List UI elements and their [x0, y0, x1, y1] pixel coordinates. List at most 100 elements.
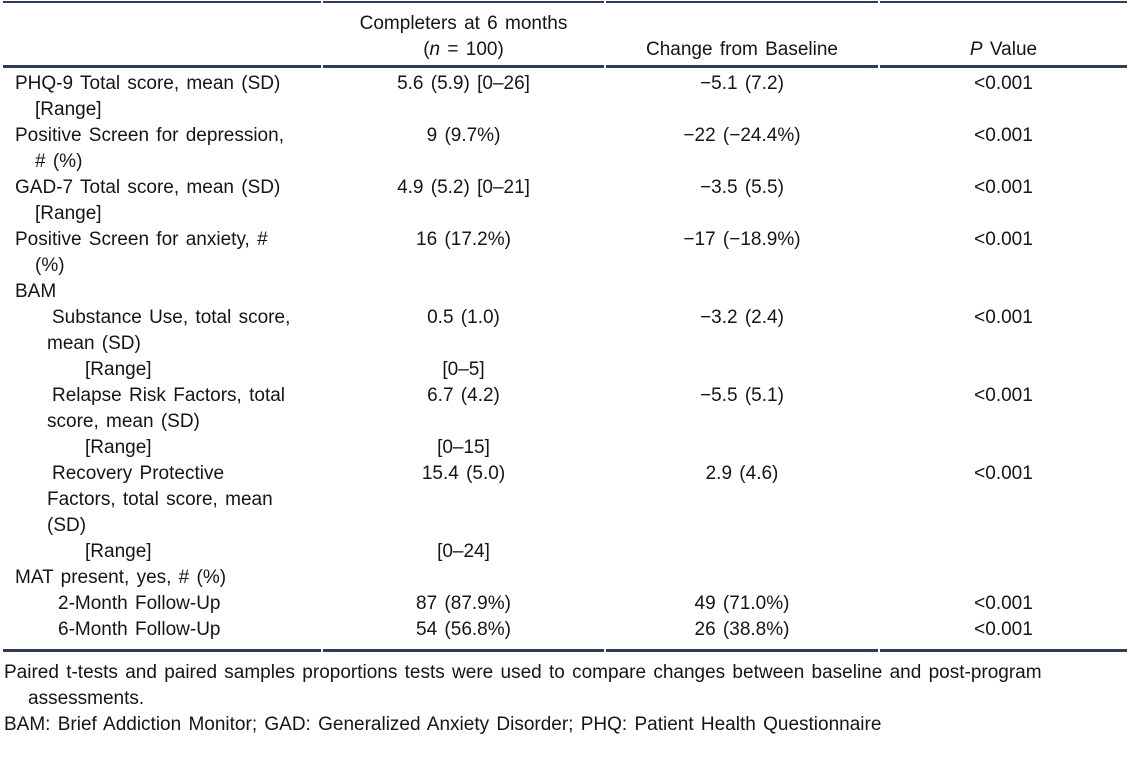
row-label-cell: 2-Month Follow-Up — [3, 591, 321, 617]
table-row: PHQ-9 Total score, mean (SD) [Range] 5.6 (… — [3, 68, 1127, 123]
completers-cell: 0.5 (1.0) — [427, 307, 500, 328]
completers-cell — [323, 565, 604, 591]
table-row: [Range] [0–15] — [3, 435, 1127, 461]
completers-cell: [0–5] — [442, 359, 485, 380]
p-value-cell — [880, 357, 1127, 383]
row-label-line: [Range] — [85, 359, 152, 380]
row-label-line: GAD-7 Total score, mean (SD) — [15, 177, 281, 198]
completers-cell: 16 (17.2%) — [416, 229, 511, 250]
p-value-cell — [880, 435, 1127, 461]
table-row: MAT present, yes, # (%) — [3, 565, 1127, 591]
footnote-abbreviations: BAM: Brief Addiction Monitor; GAD: Gener… — [4, 714, 882, 735]
row-label-cell: GAD-7 Total score, mean (SD) [Range] — [3, 175, 321, 227]
row-label-cell: Relapse Risk Factors, total score, mean (… — [3, 383, 321, 435]
row-label-line: 6-Month Follow-Up — [58, 619, 221, 640]
change-cell — [606, 435, 878, 461]
row-label-line: Positive Screen for anxiety, # — [15, 229, 268, 250]
header-completers-line1: Completers at 6 months — [359, 13, 568, 34]
table-row: Recovery Protective Factors, total score,… — [3, 461, 1127, 539]
table-row: 6-Month Follow-Up 54 (56.8%) 26 (38.8%) <0.… — [3, 617, 1127, 652]
footnote-line: Paired t-tests and paired samples propor… — [4, 662, 1042, 683]
row-label-line: [Range] — [85, 541, 152, 562]
row-label-cell: Positive Screen for depression, # (%) — [3, 123, 321, 175]
row-label-cell: [Range] — [3, 435, 321, 461]
p-value-cell: <0.001 — [974, 73, 1033, 94]
change-cell: −3.5 (5.5) — [700, 177, 784, 198]
row-label-line: BAM — [15, 281, 57, 302]
header-empty-cell — [3, 1, 321, 68]
change-cell: 26 (38.8%) — [606, 617, 878, 652]
p-value-cell: <0.001 — [974, 463, 1033, 484]
row-label-line: score, mean (SD) — [47, 411, 200, 432]
change-cell — [606, 279, 878, 305]
change-cell: 49 (71.0%) — [694, 593, 790, 614]
row-label-cell: [Range] — [3, 357, 321, 383]
row-label-line: Relapse Risk Factors, total — [52, 385, 286, 406]
table-row: GAD-7 Total score, mean (SD) [Range] 4.9 (… — [3, 175, 1127, 227]
completers-cell: 6.7 (4.2) — [427, 385, 500, 406]
completers-cell — [323, 279, 604, 305]
row-label-line: PHQ-9 Total score, mean (SD) — [15, 73, 281, 94]
row-label-line: mean (SD) — [47, 333, 141, 354]
row-label-cell: Recovery Protective Factors, total score,… — [3, 461, 321, 539]
row-label-cell: MAT present, yes, # (%) — [3, 565, 321, 591]
header-row: Completers at 6 months (n = 100) Change … — [3, 1, 1127, 68]
row-label-line: [Range] — [85, 437, 152, 458]
change-cell: −3.2 (2.4) — [700, 307, 784, 328]
change-cell: −5.5 (5.1) — [700, 385, 784, 406]
completers-cell: 9 (9.7%) — [426, 125, 501, 146]
p-value-cell — [880, 539, 1127, 565]
change-cell: −5.1 (7.2) — [700, 73, 784, 94]
row-label-line: Positive Screen for depression, — [15, 125, 284, 146]
header-p-value: P Value — [880, 1, 1127, 68]
row-label-cell: Substance Use, total score, mean (SD) — [3, 305, 321, 357]
header-change-from-baseline: Change from Baseline — [606, 1, 878, 68]
completers-cell: 5.6 (5.9) [0–26] — [397, 73, 530, 94]
table-row: [Range] [0–5] — [3, 357, 1127, 383]
table-row: Substance Use, total score, mean (SD) 0.5 … — [3, 305, 1127, 357]
row-label-line: MAT present, yes, # (%) — [15, 567, 227, 588]
row-label-line: (%) — [35, 255, 65, 276]
p-value-cell — [880, 565, 1127, 591]
footnotes: Paired t-tests and paired samples propor… — [1, 660, 1129, 738]
completers-cell: 87 (87.9%) — [416, 593, 511, 614]
row-label-line: [Range] — [35, 203, 102, 224]
row-label-line: # (%) — [35, 151, 83, 172]
table-row: Relapse Risk Factors, total score, mean (… — [3, 383, 1127, 435]
row-label-line: Recovery Protective — [52, 463, 225, 484]
completers-cell: 15.4 (5.0) — [421, 463, 506, 484]
change-cell — [606, 565, 878, 591]
p-value-cell: <0.001 — [974, 125, 1033, 146]
change-cell — [606, 539, 878, 565]
table-header: Completers at 6 months (n = 100) Change … — [3, 1, 1127, 68]
p-italic: P — [969, 39, 983, 60]
row-label-cell: 6-Month Follow-Up — [3, 617, 321, 652]
row-label-line: 2-Month Follow-Up — [58, 593, 221, 614]
n-italic: n — [429, 39, 441, 60]
p-value-cell: <0.001 — [974, 385, 1033, 406]
header-completers: Completers at 6 months (n = 100) — [323, 1, 604, 68]
row-label-cell: PHQ-9 Total score, mean (SD) [Range] — [3, 68, 321, 123]
completers-cell: [0–24] — [437, 541, 490, 562]
p-value-cell: <0.001 — [974, 177, 1033, 198]
completers-cell: 4.9 (5.2) [0–21] — [397, 177, 530, 198]
change-cell: −22 (−24.4%) — [683, 125, 801, 146]
row-label-line: Factors, total score, mean — [47, 489, 273, 510]
p-value-cell: <0.001 — [880, 617, 1127, 652]
table-row: Positive Screen for depression, # (%) 9 (9… — [3, 123, 1127, 175]
change-cell: −17 (−18.9%) — [683, 229, 801, 250]
row-label-cell: [Range] — [3, 539, 321, 565]
footnote-line: assessments. — [28, 688, 145, 709]
completers-cell: 54 (56.8%) — [323, 617, 604, 652]
change-cell: 2.9 (4.6) — [705, 463, 779, 484]
row-label-cell: BAM — [3, 279, 321, 305]
p-value-cell: <0.001 — [974, 593, 1033, 614]
row-label-line: Substance Use, total score, — [52, 307, 291, 328]
table-row: BAM — [3, 279, 1127, 305]
row-label-line: (SD) — [47, 515, 87, 536]
change-cell — [606, 357, 878, 383]
table-row: Positive Screen for anxiety, # (%) 16 (17.… — [3, 227, 1127, 279]
table-row: [Range] [0–24] — [3, 539, 1127, 565]
completers-cell: [0–15] — [437, 437, 490, 458]
